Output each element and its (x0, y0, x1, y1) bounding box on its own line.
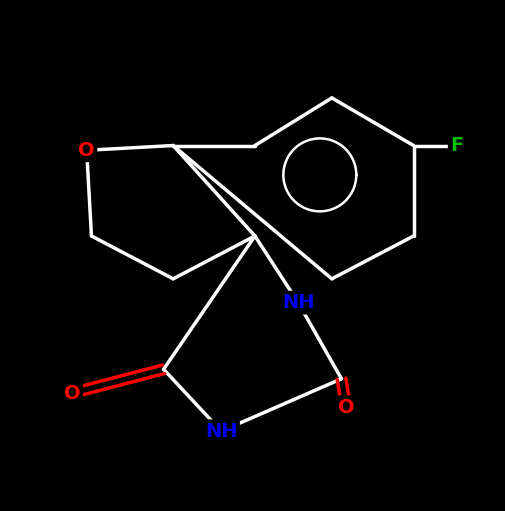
Text: NH: NH (205, 422, 237, 440)
Text: O: O (337, 398, 354, 417)
Text: NH: NH (281, 293, 314, 312)
Text: O: O (78, 141, 95, 160)
Text: F: F (449, 136, 463, 155)
Text: O: O (64, 384, 80, 403)
